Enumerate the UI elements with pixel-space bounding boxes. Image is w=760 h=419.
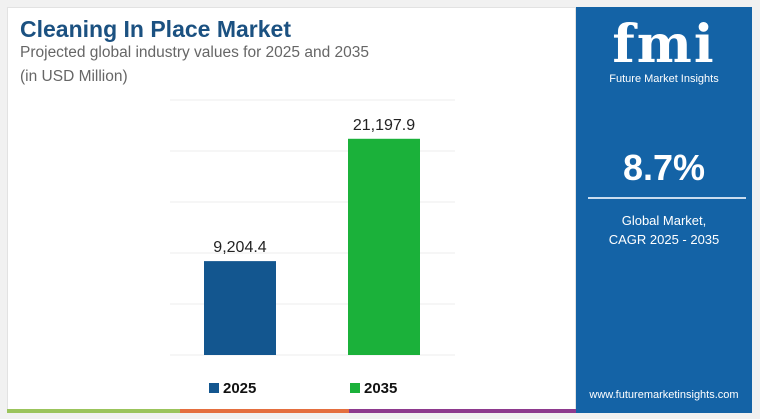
data-label-2035: 21,197.9: [353, 117, 415, 134]
bar-2035: [348, 138, 420, 355]
info-panel: fmi Future Market Insights 8.7% Global M…: [576, 7, 752, 413]
desc-line1: Global Market,: [621, 213, 707, 228]
accent-strip-purple: [349, 409, 576, 413]
brand-name: Future Market Insights: [609, 73, 719, 85]
legend-swatch-2025: [209, 383, 219, 393]
bar-chart: 9,204.4 2025 21,197.9 2035: [170, 99, 455, 397]
fmi-logo: fmi Future Market Insights: [576, 14, 752, 86]
chart-card: Cleaning In Place Market Projected globa…: [7, 7, 576, 410]
accent-strip-green: [7, 409, 180, 413]
legend-label-2035: 2035: [364, 380, 397, 397]
logo-mark: fmi: [612, 14, 716, 75]
chart-units: (in USD Million): [20, 68, 128, 85]
chart-subtitle: Projected global industry values for 202…: [20, 44, 369, 61]
divider: [588, 197, 746, 199]
website-link[interactable]: www.futuremarketinsights.com: [589, 389, 739, 401]
legend-label-2025: 2025: [223, 380, 256, 397]
desc-line2: CAGR 2025 - 2035: [608, 232, 720, 247]
cagr-description: Global Market, CAGR 2025 - 2035: [576, 211, 752, 249]
accent-strip-orange: [180, 409, 349, 413]
chart-title: Cleaning In Place Market: [20, 16, 291, 42]
bar-2025: [204, 261, 276, 355]
data-label-2025: 9,204.4: [213, 239, 266, 256]
legend-swatch-2035: [350, 383, 360, 393]
cagr-value: 8.7%: [622, 147, 706, 188]
